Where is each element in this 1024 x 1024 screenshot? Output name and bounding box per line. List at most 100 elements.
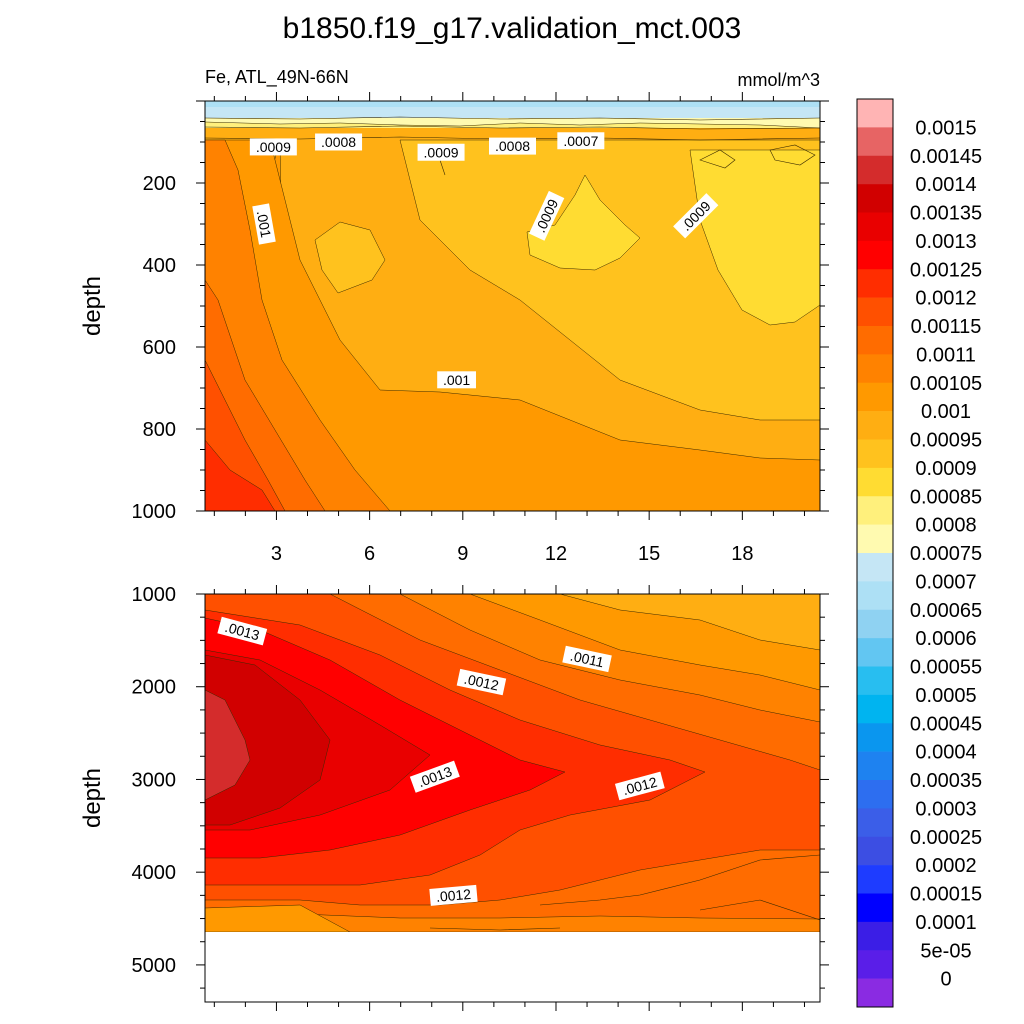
colorbar-swatch <box>857 893 893 923</box>
colorbar-swatch <box>857 467 893 497</box>
contour-label-text: .0011 <box>569 648 606 671</box>
colorbar-swatch <box>857 978 893 1008</box>
colorbar-label: 0.0001 <box>915 912 976 934</box>
colorbar-label: 0.0014 <box>915 174 976 196</box>
colorbar-label: 0.00115 <box>911 316 982 338</box>
colorbar-swatch <box>857 99 893 128</box>
colorbar-swatch <box>857 297 893 327</box>
contour-label-text: .0012 <box>463 671 501 694</box>
lower-ylabel: depth <box>79 768 106 828</box>
colorbar-label: 0.001 <box>921 401 971 423</box>
contour-label: .0012 <box>456 668 507 696</box>
colorbar-frame <box>856 98 894 1008</box>
contour-label-box <box>252 203 276 245</box>
colorbar-label: 0.0008 <box>915 515 976 537</box>
colorbar-swatch <box>857 808 893 838</box>
colorbar-swatch <box>857 524 893 554</box>
colorbar-swatch <box>857 836 893 866</box>
colorbar-label: 0.00135 <box>910 203 982 225</box>
colorbar-swatch <box>857 666 893 696</box>
contour-label-box <box>529 190 565 241</box>
colorbar-label: 0.00125 <box>910 259 982 281</box>
lower-panel-frame <box>204 593 821 1003</box>
colorbar-label: 0.0009 <box>915 458 976 480</box>
upper-ylabel: depth <box>79 276 106 336</box>
contour-label: .0007 <box>557 132 605 150</box>
colorbar-swatch <box>857 326 893 355</box>
contour-label-text: .0012 <box>435 886 472 905</box>
colorbar-label: 0.0002 <box>915 855 976 877</box>
colorbar-label: 0.0013 <box>915 231 976 253</box>
colorbar-swatch <box>857 694 893 724</box>
contour-label-box <box>217 616 268 646</box>
lower-panel-field <box>205 594 820 932</box>
colorbar-swatch <box>857 921 893 951</box>
colorbar-swatch <box>857 127 893 157</box>
colorbar-swatch <box>857 240 893 270</box>
contour-label-text: .001 <box>254 209 275 239</box>
colorbar-swatch <box>857 609 893 639</box>
contour-label: .001 <box>437 371 476 389</box>
contour-label: .0012 <box>429 884 478 906</box>
colorbar-label: 5e-05 <box>920 940 971 962</box>
contour-label-text: .001 <box>443 372 470 388</box>
lower-contour-lines <box>429 854 820 931</box>
colorbar-label: 0.00045 <box>910 713 982 735</box>
colorbar-swatch <box>857 382 893 412</box>
colorbar-swatch <box>857 155 893 185</box>
colorbar-label: 0.0003 <box>915 798 976 820</box>
x-tick-label: 9 <box>457 543 468 565</box>
variable-label: Fe, ATL_49N-66N <box>205 67 349 88</box>
colorbar-swatch <box>857 780 893 809</box>
colorbar-label: 0.00035 <box>910 770 982 792</box>
colorbar-label: 0 <box>940 969 951 991</box>
contour-label-box <box>437 371 476 389</box>
colorbar-swatch <box>857 865 893 894</box>
lower-fill-0.00145 <box>205 689 251 801</box>
y-tick-label: 2000 <box>132 677 177 699</box>
colorbar-label: 0.00015 <box>910 884 982 906</box>
contour-label-box <box>557 132 605 150</box>
x-tick-label: 12 <box>545 543 567 565</box>
y-tick-label: 1000 <box>132 584 177 606</box>
chart-title: b1850.f19_g17.validation_mct.003 <box>283 12 742 45</box>
upper-fill-0.001-main <box>205 139 820 511</box>
contour-label: .0008 <box>489 137 536 155</box>
y-tick-label: 800 <box>143 419 176 441</box>
contour-label: .0009 <box>417 143 465 161</box>
lower-fill-0.00105-bottom <box>205 904 351 932</box>
contour-label-box <box>429 884 478 906</box>
x-tick-label: 3 <box>271 543 282 565</box>
contour-label-box <box>315 133 363 151</box>
upper-fill-0.00085-b <box>689 149 820 326</box>
contour-label: .0008 <box>315 133 363 151</box>
colorbar-label: 0.0005 <box>915 685 976 707</box>
contour-label-box <box>489 137 536 155</box>
contour-label-text: .0009 <box>256 139 291 155</box>
colorbar-swatch <box>857 723 893 752</box>
contour-label-box <box>673 193 719 239</box>
contour-label-text: .0008 <box>321 134 356 150</box>
colorbar-swatch <box>857 354 893 384</box>
colorbar-label: 0.0004 <box>915 742 976 764</box>
x-tick-label: 15 <box>638 543 660 565</box>
contour-label-box <box>249 138 297 156</box>
lower-no-data-area <box>206 932 819 1001</box>
contour-label-box <box>409 760 460 793</box>
contour-label: .001 <box>252 203 276 245</box>
colorbar-swatch <box>857 411 893 440</box>
colorbar-swatch <box>857 638 893 667</box>
colorbar-label: 0.0015 <box>915 117 976 139</box>
colorbar-label: 0.00055 <box>910 657 982 679</box>
contour-label-text: .0009 <box>424 144 459 160</box>
upper-panel-field <box>205 101 820 511</box>
contour-label-box <box>614 771 665 801</box>
contour-label-box <box>417 143 465 161</box>
lower-fill-0.00115-bottom <box>205 913 820 932</box>
y-tick-label: 1000 <box>132 501 177 523</box>
colorbar-label: 0.0012 <box>915 288 976 310</box>
y-tick-label: 200 <box>143 173 176 195</box>
colorbar-swatch <box>857 439 893 469</box>
contour-label-box <box>456 668 507 696</box>
